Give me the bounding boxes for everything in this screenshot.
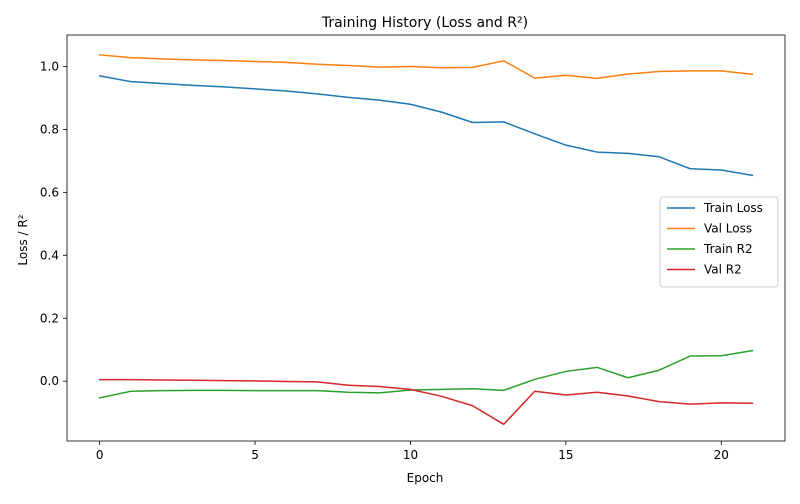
x-tick-label: 5	[251, 448, 259, 462]
y-tick-label: 0.4	[40, 248, 59, 262]
legend: Train Loss Val Loss Train R2 Val R2	[659, 196, 779, 288]
y-tick-label: 0.2	[40, 311, 59, 325]
legend-label-0: Train Loss	[703, 201, 763, 215]
y-tick-label: 0.8	[40, 122, 59, 136]
x-tick-label: 10	[403, 448, 418, 462]
x-tick-label: 15	[558, 448, 573, 462]
axes-layer: 0 5 10 15 20 0.0 0.2 0.4 0.6 0.8 1.0	[40, 34, 786, 462]
legend-label-3: Val R2	[704, 263, 742, 277]
legend-label-1: Val Loss	[704, 222, 752, 236]
y-tick-label: 0.0	[40, 374, 59, 388]
chart-title: Training History (Loss and R²)	[321, 15, 528, 31]
series-line-3	[98, 378, 754, 426]
plot-frame	[66, 34, 786, 442]
x-tick-label: 0	[96, 448, 104, 462]
y-tick-label: 1.0	[40, 59, 59, 73]
y-axis-title: Loss / R²	[16, 214, 30, 265]
x-axis-title: Epoch	[407, 471, 444, 485]
legend-box	[659, 196, 779, 288]
series-line-0	[98, 75, 754, 177]
y-tick-label: 0.6	[40, 185, 59, 199]
series-line-1	[98, 54, 754, 80]
series-layer	[98, 54, 754, 426]
legend-label-2: Train R2	[703, 242, 753, 256]
series-line-2	[98, 349, 754, 399]
x-tick-label: 20	[714, 448, 729, 462]
